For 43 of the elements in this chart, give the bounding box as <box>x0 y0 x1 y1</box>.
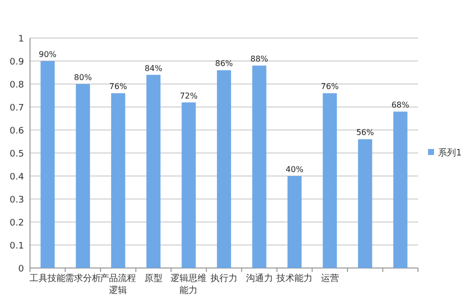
x-tick-label: 运营 <box>320 273 339 284</box>
data-label: 86% <box>215 59 234 68</box>
data-label: 76% <box>109 82 128 92</box>
x-tick-label: 需求分析 <box>64 273 101 284</box>
x-tick-label: 产品流程逻辑 <box>100 273 136 296</box>
y-tick-label: 0.4 <box>10 172 24 182</box>
y-tick-label: 0 <box>18 264 24 274</box>
x-tick-label: 沟通力 <box>246 273 273 284</box>
bar <box>393 112 408 268</box>
bar <box>146 74 161 268</box>
data-label: 56% <box>356 128 374 138</box>
data-label: 68% <box>391 100 410 110</box>
x-tick-label: 工具技能 <box>30 273 66 284</box>
bar <box>287 176 302 268</box>
bar <box>76 84 90 268</box>
data-label: 40% <box>286 165 304 174</box>
bar <box>358 139 372 268</box>
bar <box>40 61 55 268</box>
bar <box>216 70 232 268</box>
bar <box>322 93 337 268</box>
y-tick-label: 0.7 <box>10 104 24 114</box>
bar <box>252 66 266 268</box>
bar <box>111 93 126 268</box>
y-tick-label: 0.6 <box>10 126 24 136</box>
x-tick-label: 原型 <box>144 273 162 284</box>
data-label: 88% <box>250 54 269 64</box>
data-label: 76% <box>320 82 340 92</box>
x-tick-label: 逻辑思维能力 <box>170 273 207 296</box>
x-tick-label: 执行力 <box>210 273 238 284</box>
x-tick-label: 技术能力 <box>276 273 313 284</box>
data-label: 90% <box>38 50 57 59</box>
y-tick-label: 0.9 <box>10 58 24 68</box>
y-tick-label: 0.3 <box>10 196 24 206</box>
bar <box>182 102 196 268</box>
data-label: 72% <box>180 91 198 100</box>
legend-label: 系列1 <box>438 148 462 158</box>
y-tick-label: 1 <box>18 34 24 44</box>
data-label: 80% <box>74 73 92 82</box>
data-label: 84% <box>144 64 163 73</box>
y-tick-label: 0.1 <box>10 242 24 252</box>
y-tick-label: 0.5 <box>10 150 24 160</box>
y-tick-label: 0.8 <box>10 80 24 90</box>
y-tick-label: 0.2 <box>10 218 24 228</box>
